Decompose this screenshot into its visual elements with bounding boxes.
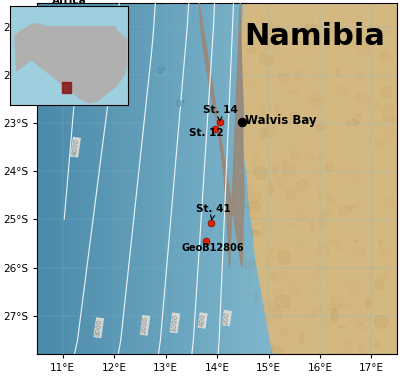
Ellipse shape	[375, 279, 384, 290]
Ellipse shape	[252, 155, 258, 165]
Polygon shape	[199, 3, 244, 268]
Text: 0°: 0°	[156, 67, 167, 76]
Ellipse shape	[278, 73, 288, 83]
Ellipse shape	[381, 54, 392, 59]
Ellipse shape	[335, 34, 350, 39]
Ellipse shape	[243, 258, 255, 268]
Ellipse shape	[313, 41, 320, 45]
Ellipse shape	[364, 88, 372, 94]
Text: 400: 400	[199, 314, 206, 327]
Ellipse shape	[300, 166, 312, 174]
Ellipse shape	[385, 127, 398, 140]
Ellipse shape	[374, 343, 380, 347]
Ellipse shape	[325, 162, 334, 171]
Ellipse shape	[264, 318, 274, 323]
Text: Namibia: Namibia	[244, 22, 385, 51]
Text: 1000: 1000	[171, 314, 179, 332]
Ellipse shape	[364, 24, 373, 36]
Ellipse shape	[357, 45, 370, 56]
Ellipse shape	[260, 129, 267, 139]
Ellipse shape	[311, 99, 324, 107]
Ellipse shape	[254, 165, 267, 179]
Point	[238, 119, 245, 125]
Ellipse shape	[371, 49, 380, 57]
Point	[202, 238, 209, 244]
Ellipse shape	[336, 238, 342, 252]
Text: 3000: 3000	[94, 318, 103, 337]
Ellipse shape	[300, 244, 309, 256]
Point	[211, 126, 218, 132]
Text: St. 41: St. 41	[196, 204, 231, 220]
Ellipse shape	[331, 308, 338, 322]
Ellipse shape	[384, 269, 388, 280]
Ellipse shape	[304, 24, 318, 35]
Ellipse shape	[346, 119, 358, 126]
Ellipse shape	[295, 79, 308, 86]
Ellipse shape	[327, 239, 337, 242]
Ellipse shape	[276, 295, 290, 308]
Ellipse shape	[273, 165, 276, 175]
Title: Africa: Africa	[52, 0, 86, 6]
Text: 0°: 0°	[175, 100, 185, 109]
Ellipse shape	[278, 251, 290, 264]
Text: 4000: 4000	[71, 138, 80, 156]
Ellipse shape	[310, 99, 324, 111]
Point	[216, 119, 223, 125]
Ellipse shape	[257, 133, 264, 145]
Bar	[62, 82, 72, 94]
Text: Walvis Bay: Walvis Bay	[245, 114, 317, 127]
Ellipse shape	[270, 347, 283, 357]
Ellipse shape	[379, 239, 382, 246]
Ellipse shape	[356, 323, 365, 331]
Polygon shape	[242, 3, 397, 354]
Ellipse shape	[354, 239, 358, 242]
Ellipse shape	[348, 205, 354, 209]
Text: St. 14: St. 14	[203, 105, 238, 121]
Ellipse shape	[365, 299, 370, 309]
Ellipse shape	[336, 69, 339, 77]
Text: 200: 200	[223, 311, 231, 325]
Ellipse shape	[374, 282, 384, 293]
Ellipse shape	[316, 124, 326, 129]
Ellipse shape	[381, 86, 391, 98]
Ellipse shape	[288, 273, 294, 277]
Ellipse shape	[252, 231, 261, 237]
Text: 2000: 2000	[141, 316, 149, 335]
Point	[208, 220, 214, 226]
Ellipse shape	[254, 292, 258, 302]
Text: St. 12: St. 12	[189, 128, 223, 138]
Ellipse shape	[382, 198, 398, 206]
Ellipse shape	[300, 333, 304, 344]
Ellipse shape	[383, 117, 398, 121]
Ellipse shape	[287, 227, 294, 238]
Ellipse shape	[247, 201, 261, 213]
Ellipse shape	[374, 315, 388, 328]
Ellipse shape	[344, 139, 355, 145]
Text: GeoB12806: GeoB12806	[181, 243, 244, 253]
Ellipse shape	[359, 342, 363, 355]
Ellipse shape	[264, 261, 269, 267]
Ellipse shape	[250, 230, 260, 234]
Polygon shape	[15, 24, 126, 103]
Ellipse shape	[296, 179, 309, 191]
Ellipse shape	[303, 31, 314, 45]
Ellipse shape	[331, 106, 344, 111]
